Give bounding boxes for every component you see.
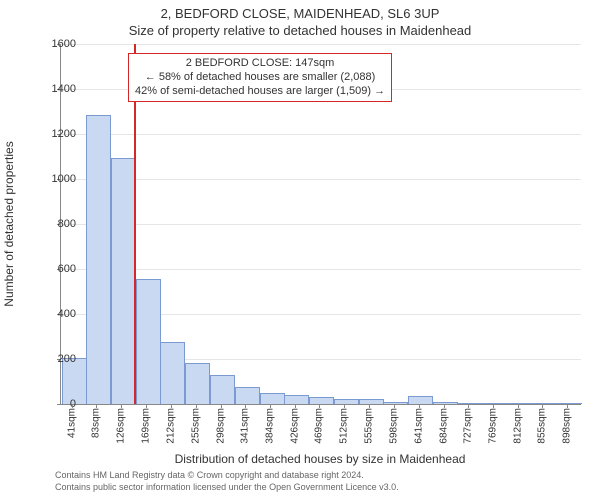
histogram-bar (334, 399, 359, 405)
annotation-line3: 42% of semi-detached houses are larger (… (135, 85, 385, 99)
x-tick-label: 469sqm (314, 408, 325, 458)
x-tick-label: 598sqm (388, 408, 399, 458)
y-tick-label: 400 (36, 308, 76, 320)
y-axis-label: Number of detached properties (2, 44, 16, 404)
histogram-bar (160, 342, 185, 404)
y-tick-label: 800 (36, 218, 76, 230)
footer-line2: Contains public sector information licen… (55, 482, 399, 492)
histogram-bar (383, 402, 408, 404)
x-tick-label: 83sqm (91, 408, 102, 458)
x-tick-label: 512sqm (339, 408, 350, 458)
chart-title-line2: Size of property relative to detached ho… (0, 23, 600, 38)
x-tick-label: 812sqm (512, 408, 523, 458)
histogram-bar (284, 395, 309, 404)
x-tick-label: 426sqm (289, 408, 300, 458)
gridline (61, 269, 581, 270)
x-tick-label: 41sqm (67, 408, 78, 458)
histogram-bar (235, 387, 260, 404)
histogram-bar (136, 279, 161, 404)
x-tick-label: 769sqm (487, 408, 498, 458)
histogram-bar (86, 115, 111, 404)
histogram-bar (359, 399, 384, 404)
histogram-bar (557, 403, 582, 404)
x-tick-label: 298sqm (215, 408, 226, 458)
histogram-bar (185, 363, 210, 405)
x-tick-label: 684sqm (438, 408, 449, 458)
gridline (61, 44, 581, 45)
chart-title-line1: 2, BEDFORD CLOSE, MAIDENHEAD, SL6 3UP (0, 6, 600, 21)
y-tick-label: 200 (36, 353, 76, 365)
x-tick-label: 341sqm (240, 408, 251, 458)
y-tick-label: 1200 (36, 128, 76, 140)
x-tick-label: 126sqm (116, 408, 127, 458)
histogram-bar (482, 403, 507, 404)
histogram-bar (433, 402, 458, 404)
x-tick-label: 169sqm (141, 408, 152, 458)
y-tick-label: 1000 (36, 173, 76, 185)
histogram-bar (458, 403, 483, 404)
annotation-line2: ← 58% of detached houses are smaller (2,… (135, 71, 385, 85)
y-tick-label: 600 (36, 263, 76, 275)
y-tick-label: 1600 (36, 38, 76, 50)
histogram-bar (210, 375, 235, 404)
histogram-bar (532, 403, 557, 404)
reference-annotation: 2 BEDFORD CLOSE: 147sqm ← 58% of detache… (128, 53, 392, 102)
x-tick-label: 555sqm (364, 408, 375, 458)
annotation-line1: 2 BEDFORD CLOSE: 147sqm (135, 57, 385, 71)
gridline (61, 179, 581, 180)
histogram-bar (111, 158, 136, 404)
x-tick-label: 898sqm (562, 408, 573, 458)
x-tick-label: 255sqm (190, 408, 201, 458)
x-tick-label: 212sqm (165, 408, 176, 458)
x-tick-label: 384sqm (265, 408, 276, 458)
x-tick-label: 727sqm (463, 408, 474, 458)
gridline (61, 224, 581, 225)
y-tick-label: 1400 (36, 83, 76, 95)
chart-container: 2, BEDFORD CLOSE, MAIDENHEAD, SL6 3UP Si… (0, 0, 600, 500)
gridline (61, 134, 581, 135)
x-tick-label: 641sqm (413, 408, 424, 458)
histogram-bar (260, 393, 285, 404)
x-tick-label: 855sqm (537, 408, 548, 458)
histogram-bar (408, 396, 433, 404)
footer-line1: Contains HM Land Registry data © Crown c… (55, 470, 364, 480)
histogram-bar (507, 403, 532, 404)
histogram-bar (309, 397, 334, 404)
